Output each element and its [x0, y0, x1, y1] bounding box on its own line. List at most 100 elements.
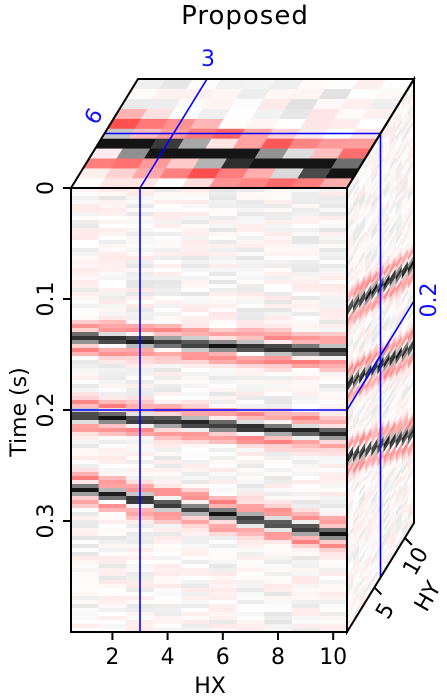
front-cell [291, 424, 320, 429]
front-cell [319, 568, 348, 573]
side-cell [383, 254, 390, 269]
front-cell [264, 552, 293, 557]
front-cell [264, 244, 293, 249]
side-cell [365, 540, 372, 555]
side-cell [347, 394, 354, 409]
front-cell [153, 512, 182, 517]
front-cell [181, 224, 210, 229]
front-cell [98, 520, 127, 525]
side-cell [389, 392, 396, 408]
side-cell [389, 300, 396, 316]
side-cell [389, 172, 396, 188]
front-cell [71, 424, 99, 429]
side-cell [383, 290, 390, 305]
side-cell [365, 476, 372, 491]
front-cell [209, 440, 237, 445]
front-cell [153, 364, 182, 369]
side-cell [407, 103, 414, 118]
front-cell [71, 496, 99, 501]
side-cell [395, 474, 402, 490]
z-tick-label: 5 [371, 599, 400, 624]
side-cell [371, 466, 378, 481]
front-cell [71, 540, 99, 545]
side-cell [407, 183, 414, 198]
front-cell [291, 520, 320, 525]
front-cell [291, 244, 320, 249]
front-cell [153, 608, 182, 613]
front-cell [181, 244, 210, 249]
front-cell [209, 352, 237, 357]
front-cell [319, 504, 348, 509]
front-cell [209, 328, 237, 333]
front-cell [291, 204, 320, 209]
side-cell [353, 196, 360, 211]
side-cell [407, 399, 414, 414]
front-cell [319, 296, 348, 301]
side-cell [371, 398, 378, 413]
side-cell [401, 180, 408, 196]
front-cell [319, 320, 348, 325]
front-cell [264, 376, 293, 381]
front-cell [264, 524, 293, 529]
front-cell [181, 252, 210, 257]
front-cell [236, 448, 265, 453]
side-cell [353, 200, 360, 215]
side-cell [365, 328, 372, 343]
front-cell [319, 588, 348, 593]
side-cell [407, 359, 414, 374]
side-cell [383, 478, 390, 493]
side-cell [371, 350, 378, 365]
front-cell [153, 324, 182, 329]
front-cell [319, 468, 348, 473]
side-cell [353, 400, 360, 415]
front-cell [236, 300, 265, 305]
side-cell [389, 148, 396, 164]
front-cell [291, 496, 320, 501]
side-cell [407, 367, 414, 382]
side-cell [359, 234, 366, 249]
side-cell [389, 492, 396, 508]
side-cell [371, 546, 378, 561]
side-cell [353, 280, 360, 295]
front-cell [98, 536, 127, 541]
front-cell [209, 232, 237, 237]
front-cell [153, 604, 182, 609]
front-cell [181, 532, 210, 537]
front-cell [181, 492, 210, 497]
side-cell [389, 112, 396, 128]
side-cell [389, 524, 396, 540]
front-cell [71, 452, 99, 457]
side-cell [395, 490, 402, 506]
side-cell [383, 554, 390, 569]
side-cell [371, 262, 378, 277]
front-cell [181, 472, 210, 477]
front-cell [236, 380, 265, 385]
side-cell [401, 232, 408, 248]
front-cell [209, 244, 237, 249]
front-cell [236, 540, 265, 545]
side-cell [353, 192, 360, 207]
side-cell [407, 507, 414, 522]
front-cell [209, 224, 237, 229]
front-cell [71, 440, 99, 445]
side-cell [353, 476, 360, 491]
front-cell [264, 208, 293, 213]
front-cell [153, 460, 182, 465]
side-cell [365, 256, 372, 271]
side-cell [407, 231, 414, 246]
front-cell [71, 336, 99, 341]
front-cell [181, 440, 210, 445]
side-cell [371, 210, 378, 225]
front-cell [71, 264, 99, 269]
side-cell [389, 420, 396, 436]
side-cell [347, 498, 354, 513]
front-cell [319, 620, 348, 625]
front-cell [319, 248, 348, 253]
side-cell [383, 350, 390, 365]
side-cell [347, 526, 354, 541]
side-cell [365, 220, 372, 235]
front-cell [264, 372, 293, 377]
side-cell [359, 502, 366, 517]
side-cell [359, 582, 366, 597]
y-tick-label: 0.2 [34, 393, 59, 428]
